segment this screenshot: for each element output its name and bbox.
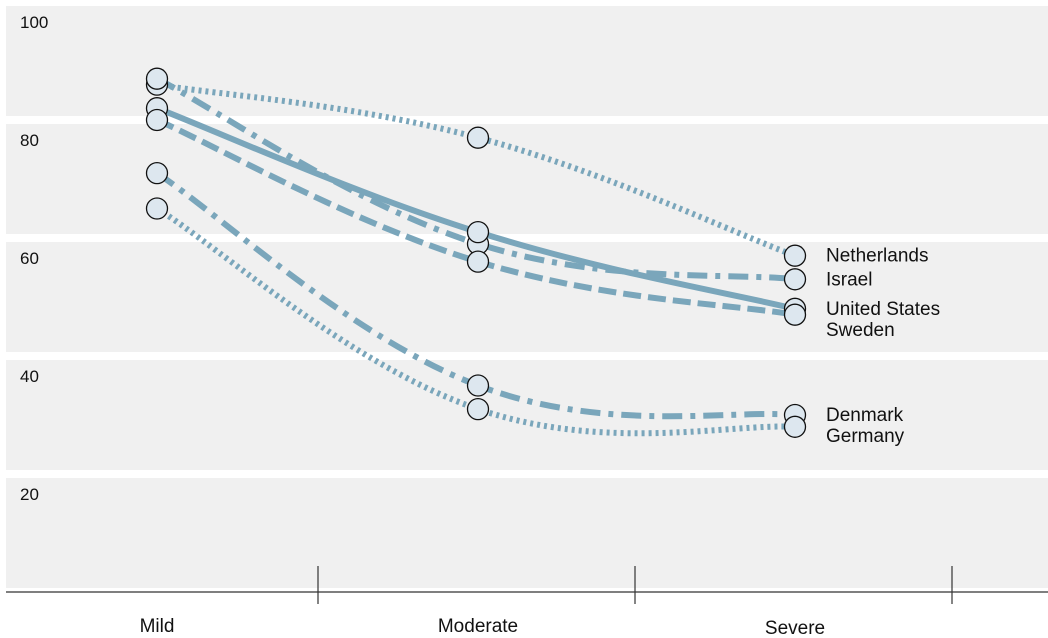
series-label: Germany <box>826 426 905 447</box>
data-point-sweden <box>783 303 807 326</box>
grid-band <box>6 242 1048 352</box>
x-axis: Mild Moderate Severe <box>6 566 1048 638</box>
x-tick-label: Moderate <box>438 616 518 637</box>
data-point-netherlands <box>466 126 490 149</box>
data-point-denmark <box>466 374 490 397</box>
series-label: Sweden <box>826 320 895 341</box>
grid-band <box>6 478 1048 588</box>
grid-band <box>6 6 1048 116</box>
data-point-denmark <box>145 161 169 185</box>
data-point-germany <box>145 197 169 220</box>
data-point-sweden <box>466 250 490 273</box>
x-tick-label: Severe <box>765 618 825 638</box>
x-tick-label: Mild <box>140 616 175 637</box>
y-tick-label: 20 <box>20 485 39 504</box>
series-markers <box>145 67 807 438</box>
data-point-united-states <box>466 220 490 244</box>
data-point-sweden <box>145 108 169 132</box>
y-axis: 100 80 60 40 20 <box>20 13 48 504</box>
grid-band <box>6 124 1048 234</box>
series-label: Netherlands <box>826 246 928 267</box>
data-point-netherlands <box>783 244 807 267</box>
data-point-israel <box>145 67 169 90</box>
y-tick-label: 40 <box>20 367 39 386</box>
series-label: Denmark <box>826 405 904 426</box>
data-point-israel <box>783 268 807 291</box>
series-line-netherlands <box>156 81 797 259</box>
grid-bands <box>6 6 1048 588</box>
grid-band <box>6 360 1048 470</box>
series-label: United States <box>826 299 940 320</box>
series-line-israel <box>155 76 796 283</box>
y-tick-label: 80 <box>20 131 39 150</box>
data-point-germany <box>783 415 807 438</box>
data-point-germany <box>466 397 490 421</box>
y-tick-label: 100 <box>20 13 48 32</box>
y-tick-label: 60 <box>20 249 39 268</box>
series-label: Israel <box>826 269 872 290</box>
